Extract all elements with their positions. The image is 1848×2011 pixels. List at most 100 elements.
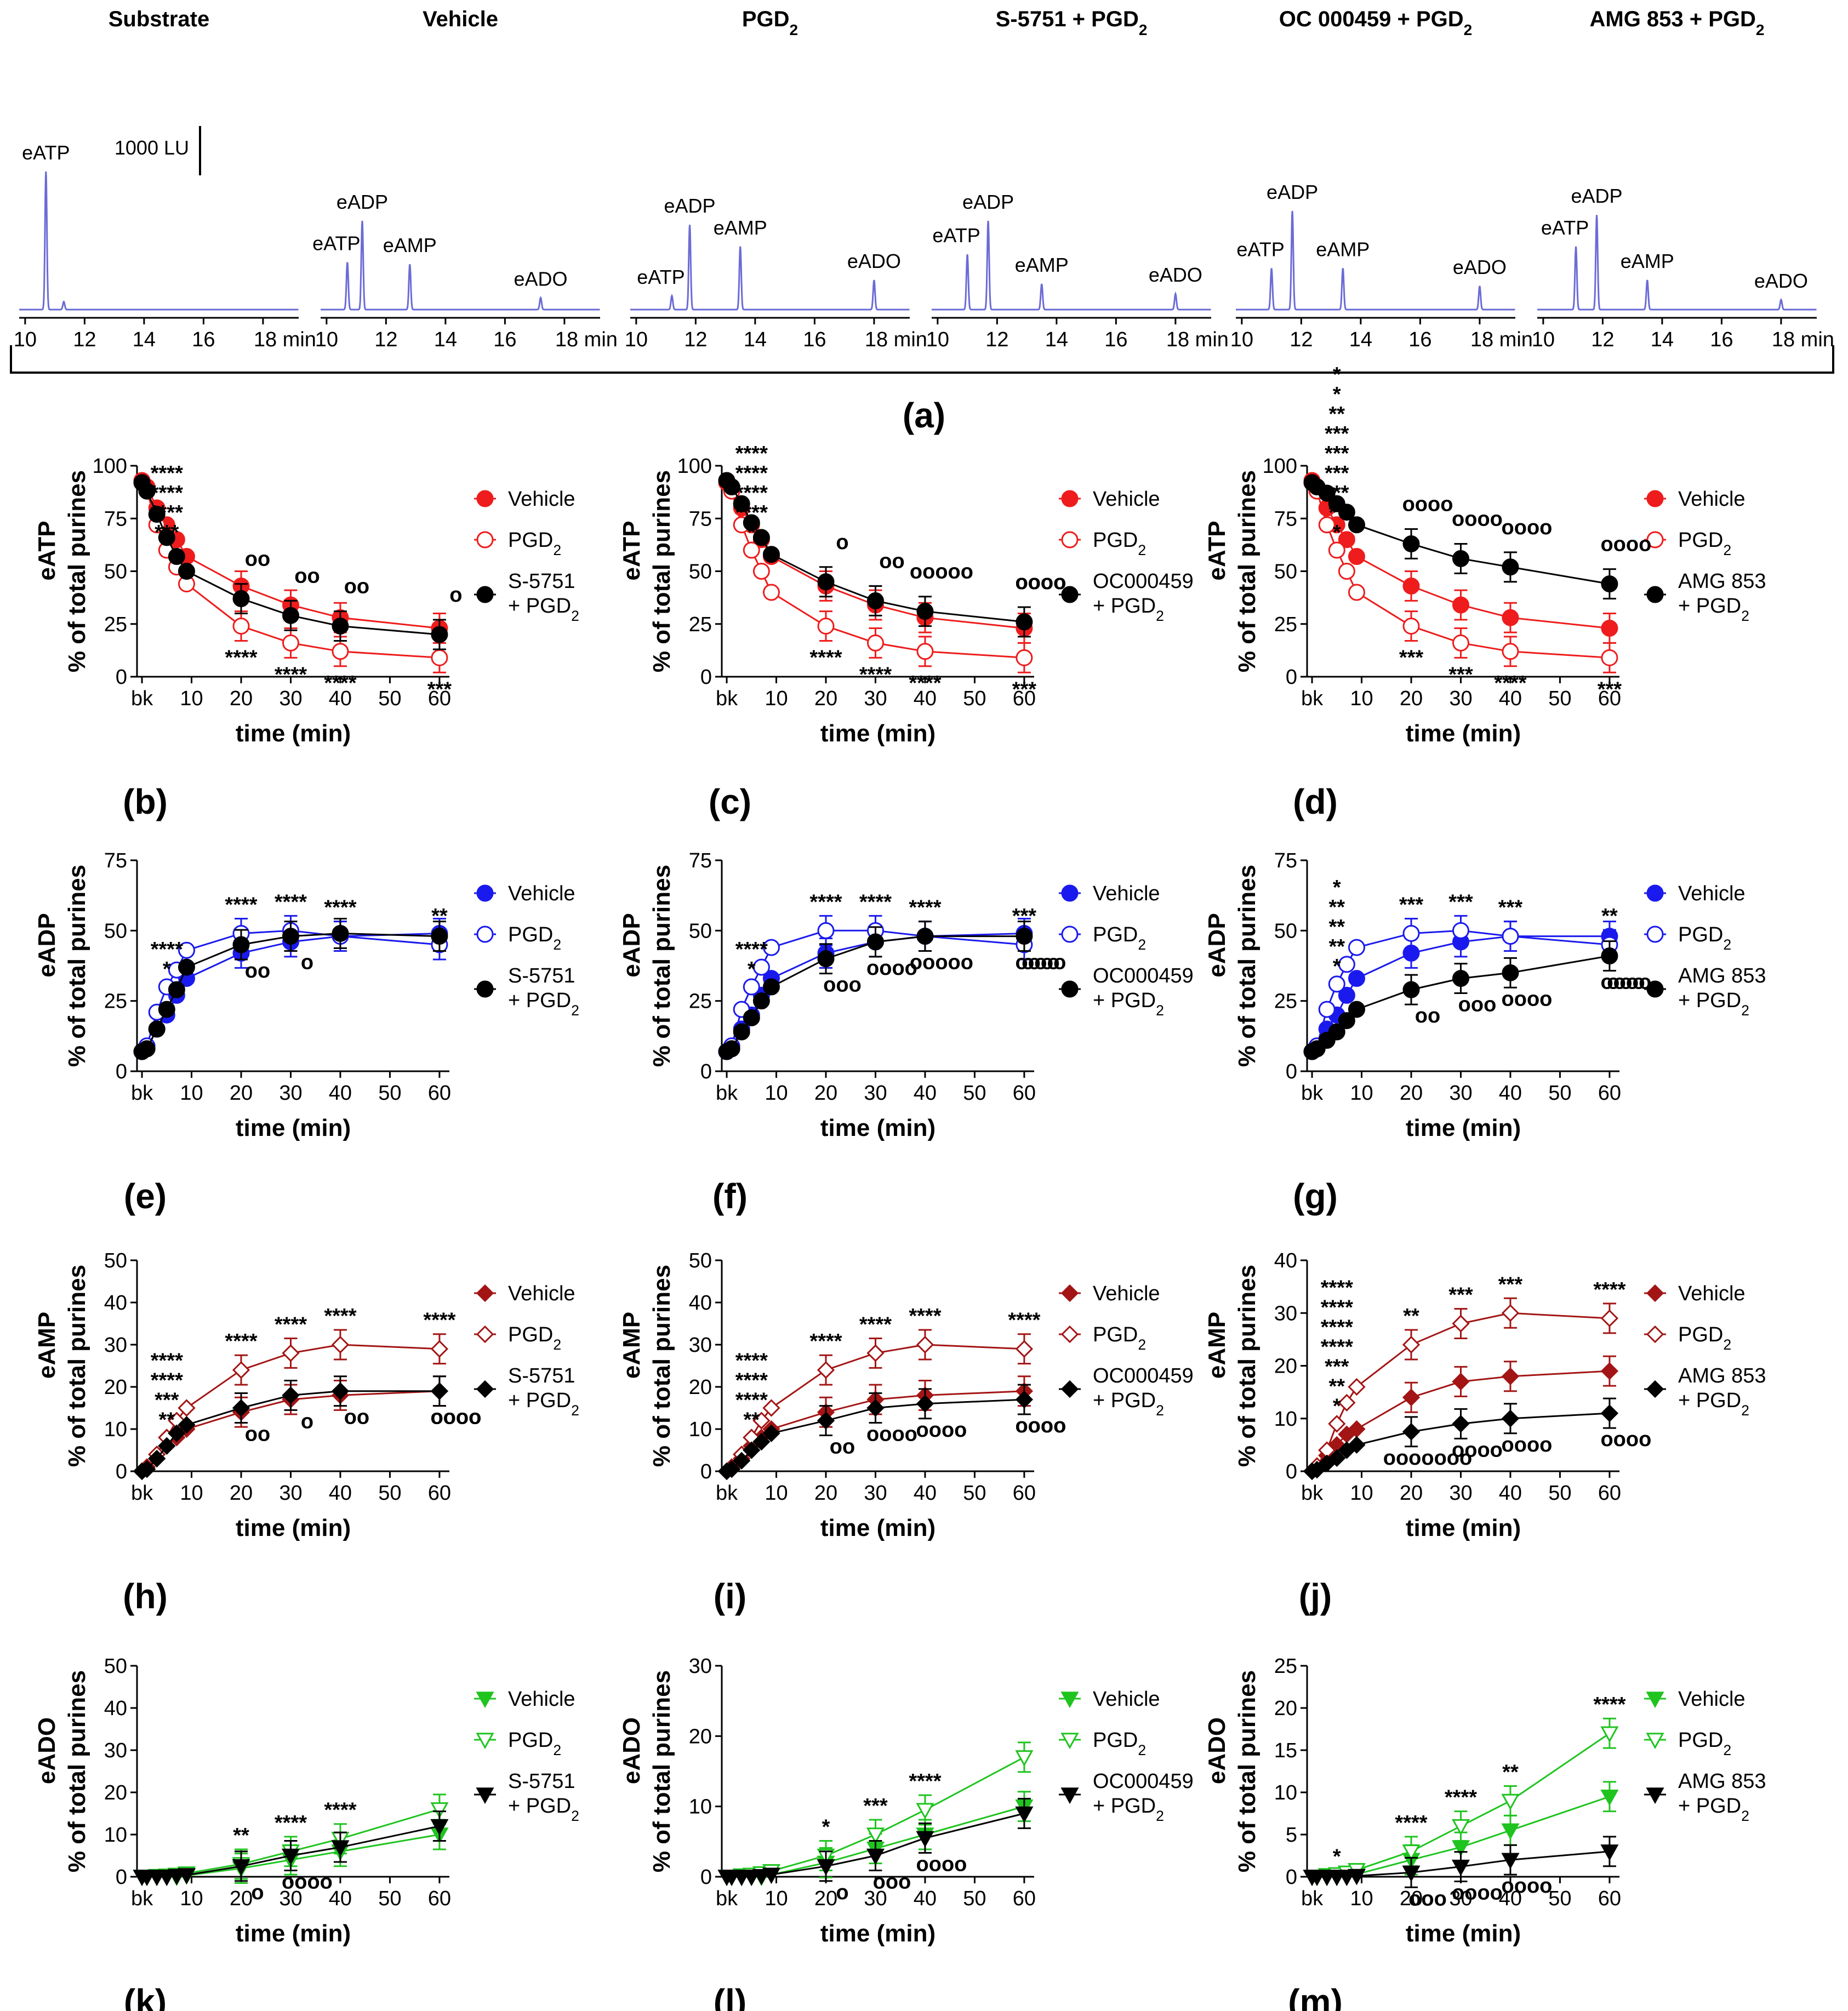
peak-label: eADP — [1267, 181, 1318, 203]
significance-stars: ** — [1328, 403, 1345, 426]
significance-circles: oooo — [430, 1406, 481, 1429]
data-point — [431, 928, 448, 945]
legend-label: S-5751 — [508, 570, 575, 593]
series-line — [141, 932, 440, 1053]
legend-label: PGD2 — [1093, 529, 1146, 558]
y-tick-label: 0 — [700, 666, 712, 689]
data-point — [916, 1335, 934, 1354]
data-point — [232, 1361, 250, 1379]
significance-stars: **** — [151, 1369, 183, 1392]
data-point — [733, 1023, 750, 1041]
data-point — [1402, 981, 1420, 998]
y-tick-label: 0 — [116, 1866, 127, 1889]
y-tick-label: 5 — [1286, 1824, 1297, 1847]
significance-annotations: ********* **** **** **oo o — [151, 890, 448, 982]
data-point — [1348, 970, 1365, 987]
significance-stars: *** — [427, 678, 452, 701]
data-point — [282, 634, 299, 652]
chromatogram-trace — [932, 220, 1211, 311]
data-point — [178, 941, 195, 959]
significance-stars: ** — [1502, 1761, 1519, 1784]
data-point — [1501, 1853, 1520, 1870]
y-tick-label: 50 — [104, 1655, 127, 1678]
data-point — [817, 950, 835, 968]
peak-label: eAMP — [1316, 238, 1370, 260]
chromatogram-tick-label: 14 — [1651, 328, 1674, 351]
y-tick-label: 20 — [1274, 1697, 1297, 1720]
x-tick-label: 50 — [1548, 687, 1571, 710]
series-line — [1311, 482, 1610, 659]
x-tick-label: 20 — [230, 1887, 253, 1910]
data-point — [1402, 1422, 1421, 1441]
chromatogram-tick-label: 16 — [493, 328, 516, 351]
significance-circles: oo — [245, 959, 270, 982]
x-tick-label: 20 — [814, 1887, 837, 1910]
x-tick-label: 60 — [1598, 1482, 1621, 1505]
significance-stars: *** — [1325, 482, 1349, 505]
x-tick-label: 50 — [378, 1482, 401, 1505]
data-point — [1328, 1449, 1346, 1467]
significance-circles: ooo — [1408, 1887, 1447, 1910]
data-point — [158, 1437, 176, 1455]
x-tick-label: 40 — [329, 1482, 352, 1505]
data-point — [138, 482, 156, 500]
data-point — [282, 607, 299, 624]
y-tick-label: 40 — [104, 1292, 127, 1315]
significance-stars: **** — [275, 1812, 307, 1835]
y-tick-label: 50 — [689, 1249, 712, 1272]
data-point — [817, 618, 835, 635]
data-point — [177, 1868, 196, 1885]
x-tick-label: 20 — [814, 687, 837, 710]
panel-label-a: (a) — [903, 396, 945, 435]
data-point — [866, 634, 884, 652]
significance-stars: **** — [859, 890, 892, 913]
data-point — [1501, 1409, 1520, 1427]
chromatogram-trace — [19, 171, 299, 311]
legend-label: Vehicle — [508, 1282, 575, 1305]
significance-stars: **** — [324, 1799, 356, 1822]
legend-label: Vehicle — [508, 488, 575, 511]
significance-stars: ** — [1328, 935, 1345, 958]
chromatogram-tick-label: 10 — [625, 328, 648, 351]
significance-stars: *** — [1325, 422, 1349, 445]
y-tick-label: 10 — [1274, 1781, 1297, 1804]
chromatogram-tick-label: 14 — [1349, 328, 1372, 351]
series-3 — [133, 918, 448, 1060]
series-3 — [718, 921, 1033, 1060]
series-line — [141, 482, 440, 636]
legend-label: Vehicle — [1678, 1688, 1746, 1711]
chromatogram-tick-label: 14 — [1045, 328, 1068, 351]
peak-label: eADP — [1571, 185, 1622, 207]
x-tick-label: 50 — [378, 1887, 401, 1910]
significance-circles: oo — [294, 564, 320, 587]
significance-circles: o — [836, 531, 848, 554]
legend-label: + PGD2 — [508, 1795, 579, 1824]
x-tick-label: 30 — [864, 687, 887, 710]
legend-label: + PGD2 — [508, 989, 579, 1019]
y-axis-title: % of total purines — [1234, 865, 1260, 1067]
data-point — [1601, 619, 1618, 637]
significance-stars: **** — [423, 1309, 455, 1332]
y-tick-label: 40 — [104, 1697, 127, 1720]
legend-label: Vehicle — [1678, 1282, 1746, 1305]
significance-circles: oooo — [916, 1419, 967, 1442]
significance-circles: oooo — [1015, 571, 1066, 594]
legend-label: + PGD2 — [508, 595, 579, 624]
peak-label: eATP — [22, 141, 70, 164]
significance-stars: *** — [155, 521, 179, 544]
data-point — [1600, 1844, 1619, 1861]
data-point — [1600, 1404, 1619, 1422]
data-point — [431, 626, 448, 643]
legend: Vehicle PGD2 S-5751+ PGD2 — [474, 488, 579, 624]
series-line — [726, 480, 1025, 623]
significance-circles: o — [301, 951, 313, 974]
significance-stars: *** — [1012, 905, 1037, 928]
x-tick-label: 40 — [329, 687, 352, 710]
significance-annotations: ********************** **** ****oooooooooo… — [735, 1305, 1066, 1459]
y-tick-label: 10 — [1274, 1408, 1297, 1431]
chromatogram-tick-label: 18 min — [1166, 328, 1229, 351]
data-point — [1502, 928, 1519, 945]
significance-stars: * — [163, 958, 171, 981]
series-line — [1311, 929, 1610, 1053]
